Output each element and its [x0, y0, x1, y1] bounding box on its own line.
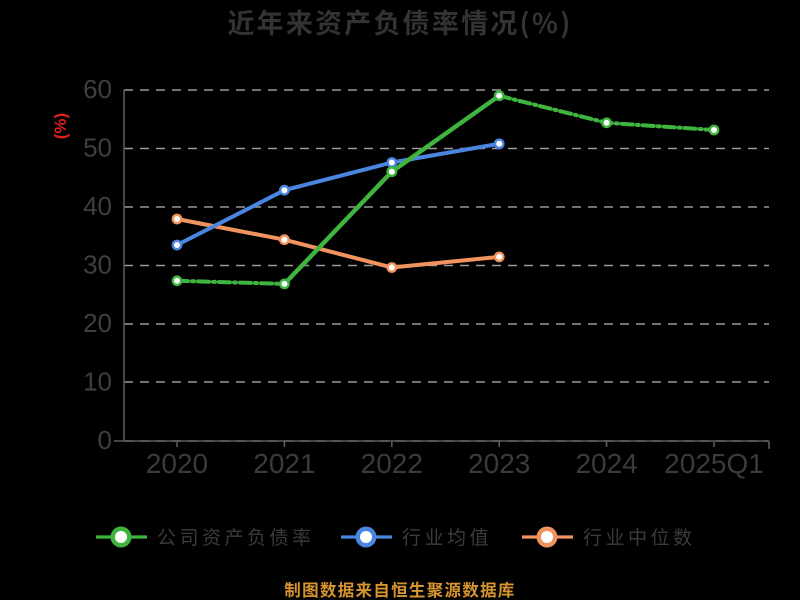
- svg-text:公司资产负债率: 公司资产负债率: [157, 523, 315, 550]
- svg-text:(%): (%): [51, 113, 70, 139]
- svg-text:60: 60: [83, 74, 112, 104]
- svg-text:0: 0: [98, 425, 112, 455]
- svg-text:50: 50: [83, 133, 112, 163]
- svg-text:近年来资产负债率情况(%): 近年来资产负债率情况(%): [227, 2, 572, 41]
- svg-text:2020: 2020: [146, 448, 208, 479]
- svg-text:2022: 2022: [361, 448, 423, 479]
- svg-text:行业中位数: 行业中位数: [583, 523, 696, 550]
- svg-text:2025Q1: 2025Q1: [664, 448, 764, 479]
- svg-text:2024: 2024: [575, 448, 637, 479]
- svg-text:2021: 2021: [253, 448, 315, 479]
- svg-text:10: 10: [83, 367, 112, 397]
- svg-text:20: 20: [83, 308, 112, 338]
- svg-text:40: 40: [83, 191, 112, 221]
- svg-text:制图数据来自恒生聚源数据库: 制图数据来自恒生聚源数据库: [284, 577, 515, 600]
- svg-text:行业均值: 行业均值: [402, 523, 492, 550]
- svg-text:2023: 2023: [468, 448, 530, 479]
- svg-text:30: 30: [83, 250, 112, 280]
